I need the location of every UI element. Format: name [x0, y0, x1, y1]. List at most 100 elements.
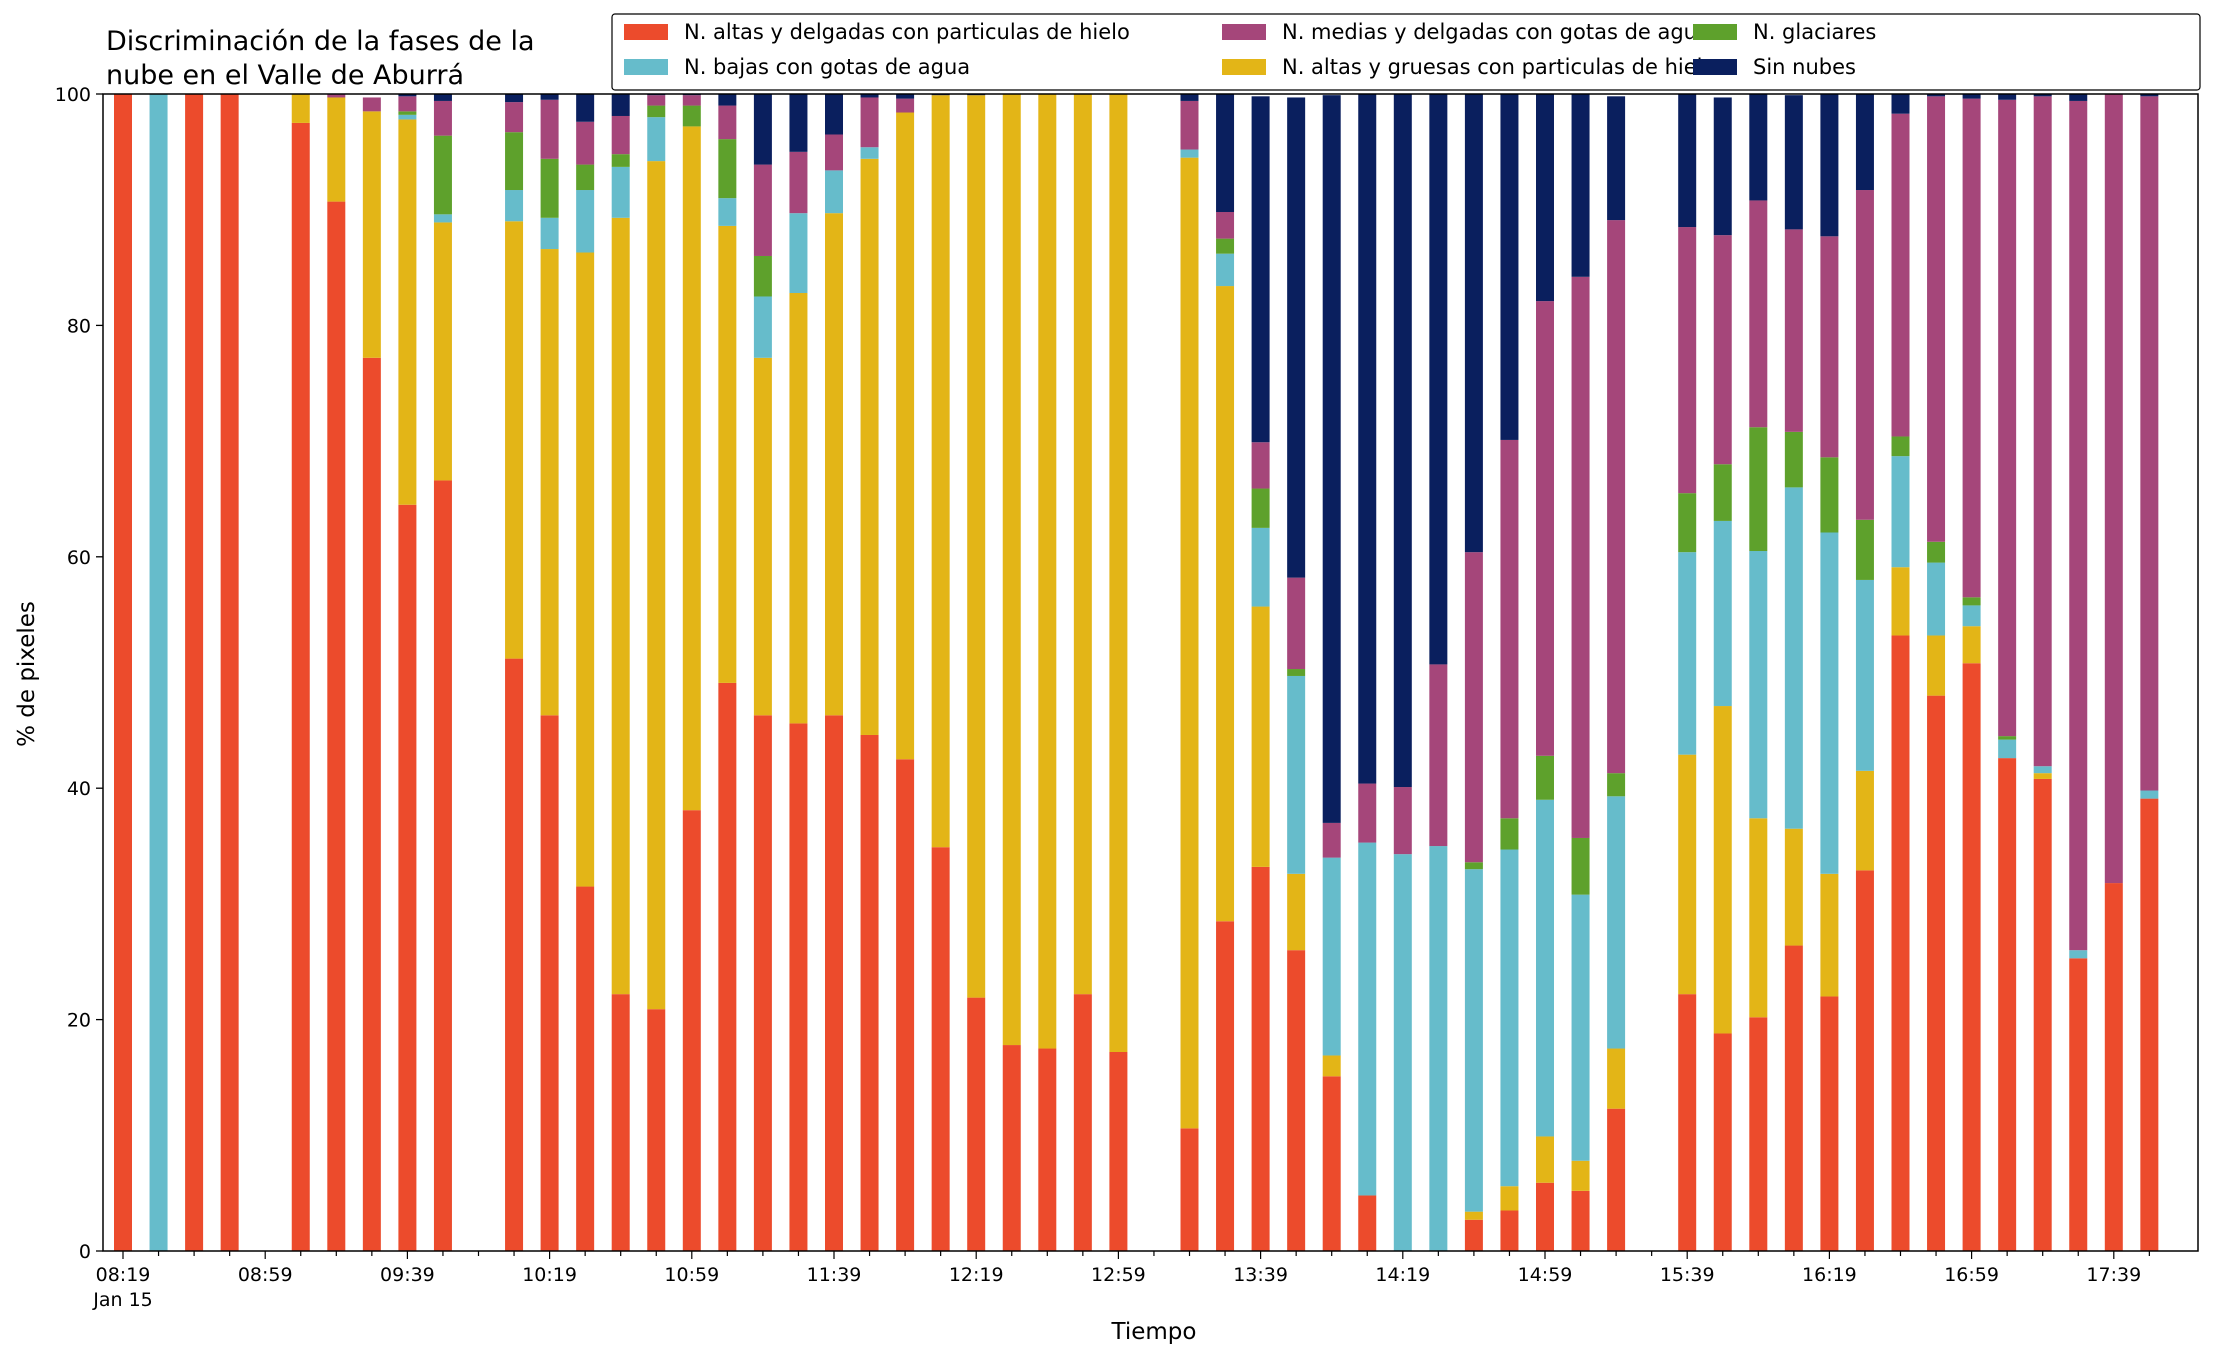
- bar-segment-s2-1119: [753, 296, 772, 358]
- bar-segment-s5-1629: [1855, 94, 1874, 191]
- bar-segment-s4-1159: [896, 98, 915, 113]
- bar-segment-s3-1019: [540, 158, 559, 218]
- x-tick-label: 13:39: [1233, 1264, 1288, 1286]
- bar-segment-s1-1459: [1536, 1136, 1554, 1183]
- bar-segment-s1-1219: [967, 95, 986, 998]
- bar-segment-s3-1059: [682, 105, 701, 127]
- bar-segment-s1-1539: [1678, 754, 1697, 995]
- bar-segment-s0-1619: [1820, 996, 1839, 1251]
- bar-segment-s0-1549: [1713, 1033, 1732, 1251]
- x-tick-label: 17:39: [2086, 1264, 2141, 1286]
- bar-segment-s4-0929: [362, 97, 381, 112]
- legend-label: N. altas y delgadas con particulas de hi…: [684, 20, 1130, 44]
- bar-segment-s1-1549: [1713, 706, 1732, 1034]
- bar-segment-s3-1639: [1891, 436, 1910, 457]
- bar-segment-s0-1349: [1287, 950, 1306, 1251]
- chart-title-line-1: Discriminación de la fases de la: [106, 26, 535, 57]
- bar-segment-s1-1439: [1464, 1211, 1483, 1220]
- bar-segment-s4-1709: [1998, 99, 2017, 737]
- bar-segment-s5-1639: [1891, 94, 1910, 114]
- bar-segment-s1-1659: [1962, 626, 1981, 664]
- bar-segment-s0-1129: [789, 723, 808, 1251]
- bar-segment-s2-1329: [1216, 253, 1235, 287]
- bar-segment-s4-1329: [1216, 212, 1235, 239]
- bar-segment-s4-1639: [1891, 113, 1910, 437]
- bar-segment-s2-1449: [1500, 849, 1519, 1187]
- bar-segment-s5-1359: [1322, 95, 1341, 823]
- bar-segment-s0-1109: [718, 682, 737, 1251]
- x-tick-label: 10:19: [522, 1264, 577, 1286]
- bar-segment-s1-1109: [718, 225, 737, 683]
- bar-segment-s5-1509: [1571, 94, 1590, 277]
- y-axis-label: % de pixeles: [14, 601, 40, 747]
- bar-segment-s3-1459: [1536, 755, 1554, 800]
- bar-segment-s4-1319: [1180, 100, 1199, 150]
- bar-segment-s5-1659: [1962, 94, 1981, 99]
- bar-segment-s1-1519: [1607, 1048, 1626, 1109]
- bar-segment-s4-1439: [1464, 552, 1483, 863]
- x-tick-label: 11:39: [807, 1264, 862, 1286]
- bar-segment-s5-1619: [1820, 94, 1839, 237]
- bar-segment-s2-1129: [789, 213, 808, 293]
- bar-segment-s2-1429: [1429, 846, 1448, 1251]
- legend-label: N. altas y gruesas con particulas de hie…: [1282, 55, 1715, 79]
- x-tick-label: 16:59: [1944, 1264, 1999, 1286]
- bar-segment-s0-0819: [114, 94, 132, 1251]
- bar-segment-s1-0929: [362, 111, 381, 358]
- bar-segment-s1-1209: [931, 95, 950, 848]
- bar-segment-s4-1059: [682, 95, 701, 106]
- bar-segment-s2-1459: [1536, 799, 1554, 1137]
- bar-segment-s4-1659: [1962, 98, 1981, 598]
- bar-segment-s3-1649: [1927, 541, 1946, 563]
- bar-segment-s5-1429: [1429, 94, 1448, 665]
- x-tick-label: 14:19: [1375, 1264, 1430, 1286]
- y-tick-label: 0: [79, 1241, 91, 1263]
- bar-segment-s3-1009: [505, 132, 524, 191]
- x-tick-label: 14:59: [1518, 1264, 1573, 1286]
- bar-segment-s3-1519: [1607, 773, 1626, 797]
- x-axis-label: Tiempo: [1111, 1319, 1197, 1345]
- bar-segment-s3-1559: [1749, 427, 1768, 552]
- bar-segment-s5-1649: [1927, 94, 1946, 97]
- bar-segment-s0-1729: [2069, 958, 2088, 1251]
- x-tick-label: 16:19: [1802, 1264, 1857, 1286]
- bar-segment-s4-1629: [1855, 190, 1874, 520]
- bar-segment-s5-1159: [896, 94, 915, 99]
- bar-segment-s2-1039: [611, 166, 630, 218]
- bar-segment-s1-1009: [505, 221, 524, 659]
- x-tick-label: 12:59: [1091, 1264, 1146, 1286]
- bar-segment-s0-1319: [1180, 1128, 1199, 1251]
- bar-segment-s5-1559: [1749, 94, 1768, 201]
- bar-segment-s2-1049: [647, 117, 666, 162]
- bar-segment-s2-1709: [1998, 739, 2017, 759]
- bar-segment-s2-1659: [1962, 605, 1981, 627]
- bar-segment-s4-0939: [398, 96, 417, 112]
- bar-segment-s4-1119: [753, 164, 772, 256]
- bar-segment-s4-1009: [505, 102, 524, 133]
- bar-segment-s3-1049: [647, 105, 666, 118]
- bar-segment-s0-1459: [1536, 1182, 1554, 1251]
- bar-segment-s0-1029: [576, 886, 595, 1251]
- bar-segment-s0-1629: [1855, 870, 1874, 1251]
- bar-segment-s3-1329: [1216, 238, 1235, 254]
- chart-title-line-2: nube en el Valle de Aburrá: [106, 60, 464, 91]
- bar-segment-s0-1239: [1038, 1048, 1057, 1251]
- y-tick-label: 20: [67, 1010, 91, 1032]
- bar-segment-s0-1339: [1251, 866, 1270, 1251]
- bar-segment-s2-1409: [1358, 842, 1377, 1196]
- legend-label: N. glaciares: [1753, 20, 1876, 44]
- bar-segment-s5-1339: [1251, 96, 1270, 443]
- bar-segment-s5-1019: [540, 94, 559, 100]
- x-tick-label: 12:19: [949, 1264, 1004, 1286]
- bar-segment-s1-1159: [896, 112, 915, 760]
- legend-label: Sin nubes: [1753, 55, 1856, 79]
- bar-segment-s2-1319: [1180, 149, 1199, 158]
- bar-segment-s2-1729: [2069, 950, 2088, 959]
- bar-segment-s0-1509: [1571, 1190, 1590, 1251]
- y-tick-label: 100: [55, 84, 91, 106]
- x-tick-label: 08:19: [96, 1264, 151, 1286]
- bar-segment-s1-1629: [1855, 770, 1874, 871]
- bar-segment-s0-1019: [540, 715, 559, 1251]
- bar-segment-s3-1549: [1713, 464, 1732, 521]
- bar-segment-s1-1639: [1891, 567, 1910, 636]
